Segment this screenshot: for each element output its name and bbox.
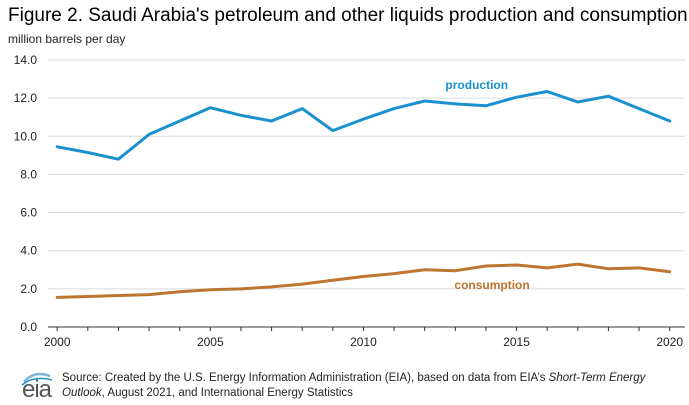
x-tick-labels: 2000 2005 2010 2015 2020 — [44, 327, 683, 349]
y-tick-label: 4.0 — [20, 244, 37, 258]
y-tick-label: 0.0 — [20, 320, 37, 334]
y-tick-label: 12.0 — [14, 91, 38, 105]
y-tick-label: 6.0 — [20, 206, 37, 220]
y-tick-label: 8.0 — [20, 167, 37, 181]
source-prefix: Source: Created by the U.S. Energy Infor… — [62, 372, 549, 384]
x-tick-label: 2010 — [350, 335, 377, 349]
y-axis-units: million barrels per day — [8, 32, 126, 46]
series-label-production: production — [445, 78, 508, 92]
source-suffix: , August 2021, and International Energy … — [101, 387, 353, 399]
line-chart: 0.0 2.0 4.0 6.0 8.0 10.0 12.0 14.0 2000 2005 2010… — [14, 53, 685, 349]
x-tick-label: 2020 — [656, 335, 683, 349]
x-tick-label: 2015 — [503, 335, 530, 349]
x-tick-label: 2005 — [197, 335, 224, 349]
eia-logo-arc-icon — [21, 372, 53, 386]
series-line-production — [55, 90, 672, 161]
eia-logo-text: eia — [22, 376, 52, 403]
series-label-consumption: consumption — [454, 278, 529, 292]
y-tick-label: 14.0 — [14, 53, 38, 67]
y-tick-label: 2.0 — [20, 282, 37, 296]
chart-title: Figure 2. Saudi Arabia's petroleum and o… — [8, 5, 688, 26]
series-labels: production consumption — [445, 78, 529, 292]
y-tick-label: 10.0 — [14, 129, 38, 143]
eia-logo: eia — [20, 370, 58, 403]
y-tick-labels: 0.0 2.0 4.0 6.0 8.0 10.0 12.0 14.0 — [14, 53, 38, 334]
source-note: Source: Created by the U.S. Energy Infor… — [62, 371, 682, 401]
x-tick-label: 2000 — [44, 335, 71, 349]
series-lines — [55, 90, 672, 299]
gridlines — [48, 59, 685, 328]
source-italic: Short-Term Energy Outlook — [62, 372, 646, 399]
series-line-consumption — [55, 262, 672, 299]
